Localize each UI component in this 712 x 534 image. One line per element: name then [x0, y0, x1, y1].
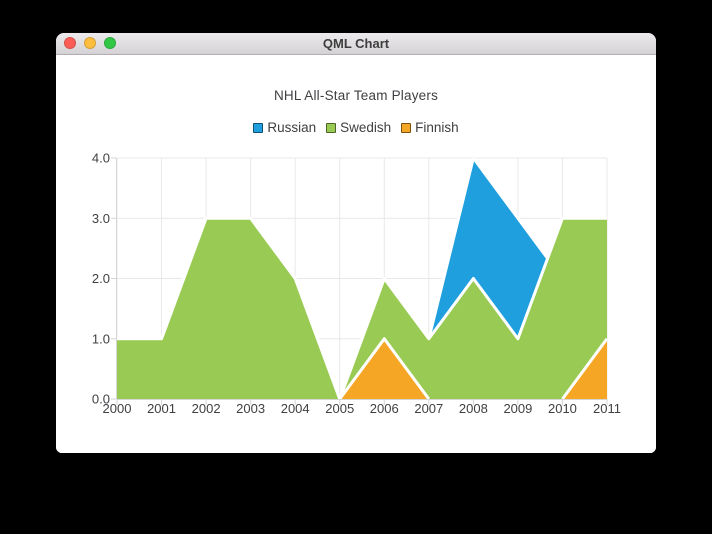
- svg-text:2007: 2007: [414, 401, 443, 416]
- svg-text:2006: 2006: [370, 401, 399, 416]
- axis-ticks: [111, 157, 608, 405]
- window-title: QML Chart: [322, 36, 390, 51]
- close-button[interactable]: [64, 37, 76, 49]
- traffic-lights: [64, 37, 116, 49]
- area-swedish: [117, 218, 607, 399]
- legend-item-finnish[interactable]: Finnish: [401, 120, 459, 135]
- svg-text:2009: 2009: [503, 401, 532, 416]
- legend-label: Russian: [267, 120, 317, 135]
- minimize-button[interactable]: [84, 37, 96, 49]
- plot-svg: 2000 2001 2002 2003 2004 2005 2006 2007 2008 2009…: [92, 151, 621, 417]
- legend: Russian Swedish Finnish: [56, 120, 656, 135]
- svg-text:4.0: 4.0: [92, 151, 110, 166]
- legend-label: Swedish: [340, 120, 392, 135]
- svg-text:2.0: 2.0: [92, 271, 110, 286]
- svg-text:2004: 2004: [281, 401, 310, 416]
- area-series: [117, 158, 607, 399]
- svg-text:3.0: 3.0: [92, 211, 110, 226]
- svg-text:2011: 2011: [593, 401, 621, 416]
- x-axis-labels: 2000 2001 2002 2003 2004 2005 2006 2007 2008 2009…: [103, 401, 621, 416]
- svg-text:2003: 2003: [236, 401, 265, 416]
- legend-item-swedish[interactable]: Swedish: [326, 120, 391, 135]
- chart-title: NHL All-Star Team Players: [273, 88, 439, 103]
- svg-text:2001: 2001: [147, 401, 176, 416]
- svg-text:2000: 2000: [103, 401, 132, 416]
- legend-marker-icon: [401, 122, 412, 133]
- svg-text:2002: 2002: [192, 401, 221, 416]
- legend-marker-icon: [326, 122, 337, 133]
- area-border-swedish: [117, 216, 607, 399]
- svg-text:0.0: 0.0: [92, 392, 110, 407]
- svg-text:2005: 2005: [325, 401, 354, 416]
- chart-view: NHL All-Star Team Players Russian Swedish…: [56, 55, 656, 453]
- titlebar[interactable]: QML Chart: [56, 33, 656, 55]
- y-axis-labels: 0.0 1.0 2.0 3.0 4.0: [92, 151, 110, 407]
- svg-text:2008: 2008: [459, 401, 488, 416]
- area-border-finnish: [561, 337, 607, 399]
- app-window: QML Chart NHL All-Star Team Players Russ…: [56, 33, 656, 453]
- svg-text:1.0: 1.0: [92, 331, 110, 346]
- legend-marker-icon: [253, 122, 264, 133]
- zoom-button[interactable]: [104, 37, 116, 49]
- legend-label: Finnish: [415, 120, 459, 135]
- area-border-finnish: [338, 337, 431, 399]
- svg-text:2010: 2010: [548, 401, 577, 416]
- axis-lines: [116, 158, 607, 400]
- legend-item-russian[interactable]: Russian: [253, 120, 316, 135]
